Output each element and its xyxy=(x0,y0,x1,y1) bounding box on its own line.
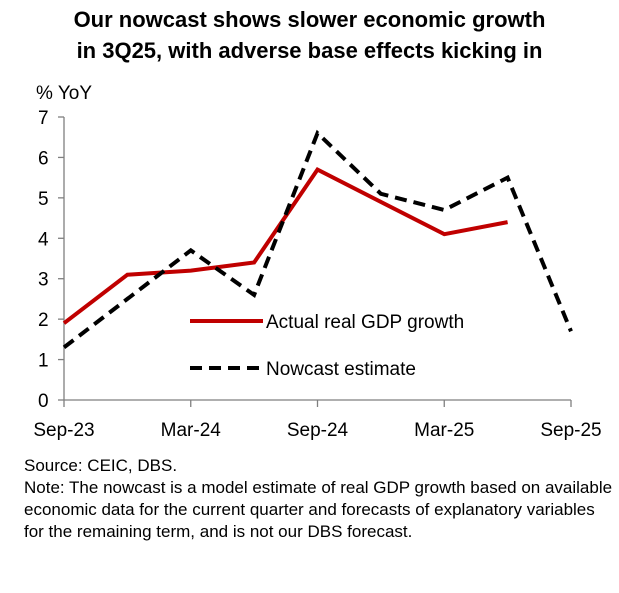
legend-nowcast-label: Nowcast estimate xyxy=(266,359,416,380)
y-tick-label: 3 xyxy=(38,270,49,291)
y-tick-label: 0 xyxy=(38,391,49,412)
x-tick-label: Mar-25 xyxy=(414,420,474,441)
y-tick-label: 7 xyxy=(38,108,49,129)
series-actual-line xyxy=(62,167,508,325)
chart-title: Our nowcast shows slower economic growth… xyxy=(0,4,619,66)
chart-title-line-2: in 3Q25, with adverse base effects kicki… xyxy=(76,38,543,63)
chart-title-line-1: Our nowcast shows slower economic growth xyxy=(73,7,546,32)
y-axis-unit-label: % YoY xyxy=(36,83,92,104)
x-tick-label: Sep-23 xyxy=(33,420,94,441)
y-tick-label: 4 xyxy=(38,229,49,250)
x-tick-label: Sep-24 xyxy=(287,420,349,441)
series-nowcast-line xyxy=(62,129,573,349)
y-tick-label: 1 xyxy=(38,351,49,372)
x-tick-label: Mar-24 xyxy=(161,420,222,441)
y-tick-label: 6 xyxy=(38,148,49,169)
line-chart: % YoY 0 1 2 3 4 5 6 7 Sep-23 Mar-24 Sep-24 Mar-25 Sep… xyxy=(33,83,601,441)
y-tick-label: 5 xyxy=(38,189,49,210)
y-tick-label: 2 xyxy=(38,310,49,331)
source-note: Source: CEIC, DBS. xyxy=(24,456,178,475)
x-tick-label: Sep-25 xyxy=(540,420,601,441)
chart-notes: Source: CEIC, DBS. Note: The nowcast is … xyxy=(24,455,614,543)
methodology-note: Note: The nowcast is a model estimate of… xyxy=(24,478,613,541)
legend-actual-label: Actual real GDP growth xyxy=(266,312,464,333)
